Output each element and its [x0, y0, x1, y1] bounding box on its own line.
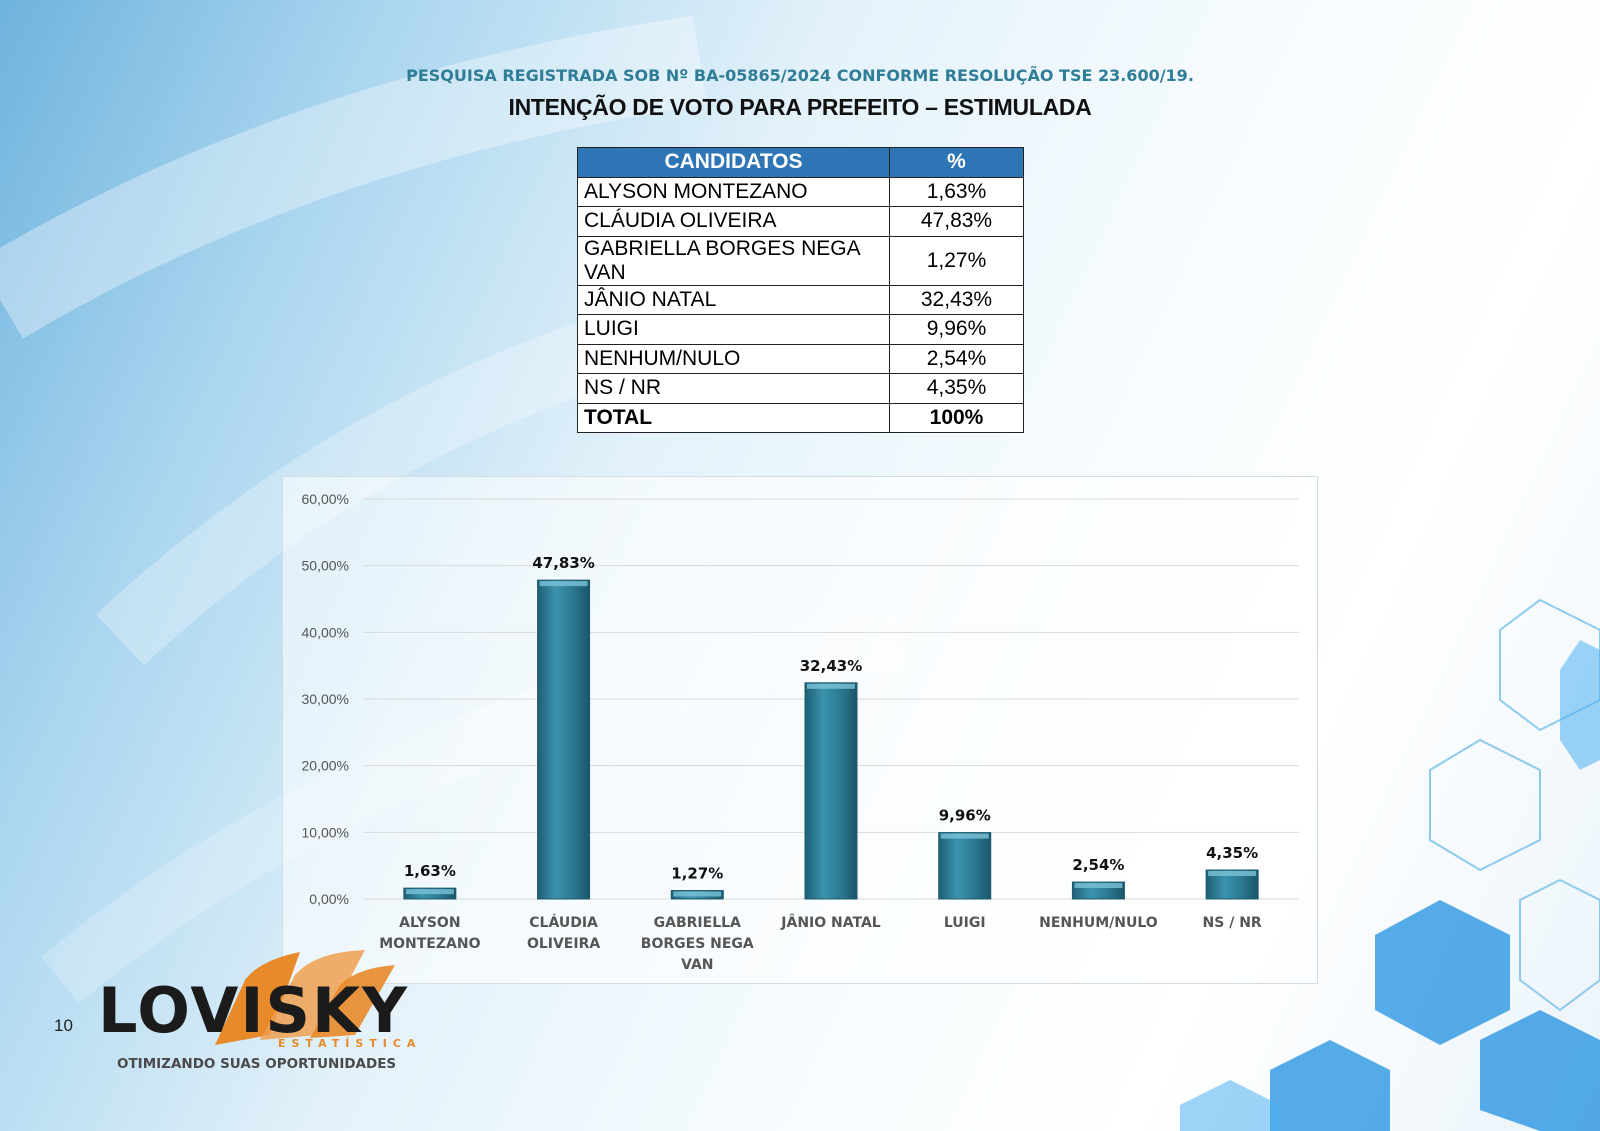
y-tick-label: 0,00% [309, 891, 349, 907]
candidate-name: NENHUM/NULO [577, 343, 890, 374]
total-pct: 100% [889, 402, 1024, 433]
candidate-name: NS / NR [577, 373, 890, 404]
table-row: CLÁUDIA OLIVEIRA 47,83% [577, 206, 1024, 237]
candidate-name: ALYSON MONTEZANO [577, 176, 890, 207]
table-total-row: TOTAL 100% [577, 402, 1024, 433]
bar-top-highlight [1074, 883, 1123, 889]
header-percent: % [889, 147, 1024, 178]
bar [537, 579, 591, 900]
x-tick-label: ALYSON MONTEZANO [379, 915, 480, 952]
header-candidates: CANDIDATOS [577, 147, 890, 178]
bar-top-highlight [1208, 871, 1257, 876]
logo-swoosh-icon [215, 950, 395, 1045]
table-row: LUIGI 9,96% [577, 314, 1024, 345]
y-tick-label: 40,00% [302, 624, 349, 640]
candidate-pct: 1,27% [889, 235, 1024, 286]
bar-top-highlight [807, 683, 855, 689]
y-tick-label: 50,00% [302, 558, 349, 574]
x-tick-label: GABRIELLA BORGES NEGA VAN [641, 915, 754, 973]
candidate-pct: 1,63% [889, 176, 1024, 207]
table-row: GABRIELLA BORGES NEGA VAN 1,27% [577, 235, 1024, 286]
x-tick-label: LUIGI [944, 915, 986, 931]
registration-note: PESQUISA REGISTRADA SOB Nº BA-05865/2024… [406, 66, 1194, 85]
x-tick-label: JÂNIO NATAL [780, 914, 881, 931]
data-label: 1,63% [404, 862, 456, 880]
data-label: 9,96% [939, 807, 991, 825]
company-logo: LOVISKY ESTATÍSTICA OTIMIZANDO SUAS OPOR… [95, 940, 455, 1080]
x-tick-label: CLÁUDIA OLIVEIRA [527, 914, 600, 952]
candidate-pct: 47,83% [889, 206, 1024, 237]
bar-chart: 0,00% 10,00% 20,00% 30,00% 40,00% 50,00% 60,00… [302, 491, 1299, 973]
table-header-row: CANDIDATOS % [577, 147, 1024, 178]
x-tick-label: NENHUM/NULO [1039, 915, 1158, 931]
y-tick-label: 60,00% [302, 491, 349, 507]
results-table: CANDIDATOS % ALYSON MONTEZANO 1,63% CLÁUD… [577, 147, 1024, 433]
data-label: 1,27% [671, 865, 723, 883]
x-tick-label: NS / NR [1203, 915, 1262, 931]
bar [804, 682, 858, 900]
total-label: TOTAL [577, 402, 890, 433]
candidate-pct: 32,43% [889, 284, 1024, 315]
bar-top-highlight [673, 891, 722, 897]
table-row: NENHUM/NULO 2,54% [577, 343, 1024, 374]
candidate-name: GABRIELLA BORGES NEGA VAN [577, 235, 890, 286]
table-row: JÂNIO NATAL 32,43% [577, 284, 1024, 315]
candidate-name: CLÁUDIA OLIVEIRA [577, 206, 890, 237]
logo-word: LOVISKY [98, 974, 409, 1047]
bar-top-highlight [539, 581, 588, 587]
candidate-name: JÂNIO NATAL [577, 284, 890, 315]
candidate-pct: 2,54% [889, 343, 1024, 374]
y-tick-label: 10,00% [302, 824, 349, 840]
logo-subtitle: ESTATÍSTICA [278, 1037, 422, 1050]
logo-tagline: OTIMIZANDO SUAS OPORTUNIDADES [117, 1056, 397, 1072]
data-label: 47,83% [532, 554, 594, 572]
table-row: NS / NR 4,35% [577, 373, 1024, 404]
data-label: 4,35% [1206, 844, 1258, 862]
candidate-pct: 4,35% [889, 373, 1024, 404]
bar-top-highlight [405, 889, 454, 895]
candidate-pct: 9,96% [889, 314, 1024, 345]
data-label: 32,43% [800, 657, 862, 675]
bar [938, 832, 992, 900]
page-title: INTENÇÃO DE VOTO PARA PREFEITO – ESTIMUL… [508, 94, 1092, 120]
y-tick-label: 20,00% [302, 758, 349, 774]
y-tick-label: 30,00% [302, 691, 349, 707]
bar-top-highlight [940, 833, 989, 839]
table-row: ALYSON MONTEZANO 1,63% [577, 176, 1024, 207]
page-number: 10 [54, 1016, 73, 1035]
data-label: 2,54% [1072, 856, 1124, 874]
bar-chart-panel: 0,00% 10,00% 20,00% 30,00% 40,00% 50,00% 60,00… [282, 476, 1318, 984]
candidate-name: LUIGI [577, 314, 890, 345]
